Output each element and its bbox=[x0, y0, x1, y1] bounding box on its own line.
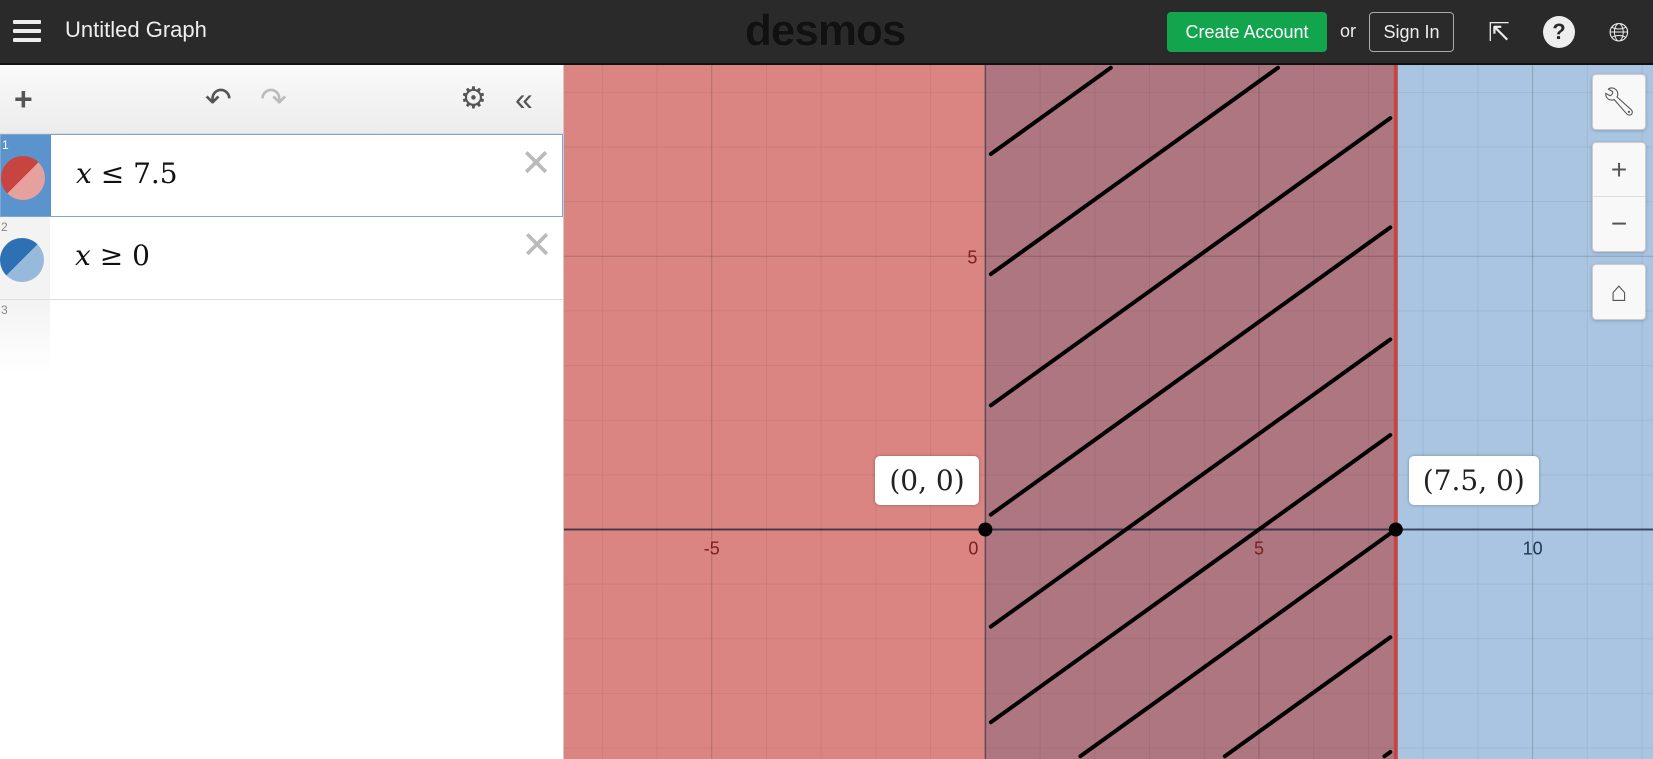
home-icon[interactable]: ⌂ bbox=[1610, 276, 1628, 307]
desmos-logo: desmos bbox=[745, 6, 906, 55]
x-tick-label: 10 bbox=[1523, 538, 1543, 558]
region-x-le-7.5 bbox=[564, 65, 986, 759]
share-icon[interactable]: ⇱ bbox=[1488, 17, 1510, 47]
or-text: or bbox=[1340, 21, 1357, 41]
language-globe-icon[interactable]: 🌐︎ bbox=[1608, 17, 1630, 47]
point-label: (0, 0) bbox=[875, 456, 979, 506]
home-button[interactable]: ⌂ bbox=[1592, 264, 1646, 320]
sign-in-button[interactable]: Sign In bbox=[1369, 12, 1454, 52]
hatch-line bbox=[988, 433, 1393, 725]
region-overlap bbox=[985, 65, 1396, 759]
zoom-out-icon[interactable]: − bbox=[1610, 208, 1628, 239]
delete-expression-icon[interactable]: ✕ bbox=[520, 143, 552, 185]
expression-input[interactable]: x ≤ 7.5 bbox=[76, 157, 178, 190]
hatch-line bbox=[988, 225, 1393, 517]
settings-gear-icon[interactable]: ⚙ bbox=[460, 82, 487, 115]
color-swatch-icon[interactable] bbox=[0, 238, 44, 282]
y-tick-label: 5 bbox=[967, 247, 977, 267]
expression-row-3[interactable]: 3 bbox=[0, 300, 563, 374]
hatch-line bbox=[988, 65, 1113, 156]
x-tick-label: 5 bbox=[1254, 538, 1264, 558]
zoom-controls: + − bbox=[1592, 142, 1646, 252]
graph-settings-button[interactable]: 🔧︎ bbox=[1592, 74, 1646, 130]
row-number: 2 bbox=[1, 220, 8, 234]
hatch-line bbox=[988, 116, 1393, 408]
row-number: 1 bbox=[2, 138, 9, 152]
expression-row-1[interactable]: 1 x ≤ 7.5 ✕ bbox=[0, 134, 563, 217]
point-label: (7.5, 0) bbox=[1408, 456, 1539, 506]
row-gutter bbox=[0, 300, 50, 374]
wrench-icon[interactable]: 🔧︎ bbox=[1601, 86, 1637, 117]
row-number: 3 bbox=[1, 303, 8, 317]
expression-toolbar: + ↶ ↷ ⚙ « bbox=[0, 65, 563, 134]
add-icon[interactable]: + bbox=[14, 81, 33, 117]
expression-panel: + ↶ ↷ ⚙ « 1 x ≤ 7.5 ✕ 2 x ≥ 0 ✕ 3 bbox=[0, 65, 564, 759]
hatch-line bbox=[988, 337, 1393, 629]
point-marker bbox=[978, 522, 993, 537]
zoom-in-icon[interactable]: + bbox=[1593, 143, 1645, 197]
delete-expression-icon[interactable]: ✕ bbox=[521, 225, 553, 267]
x-tick-label: 0 bbox=[968, 538, 978, 558]
help-icon[interactable]: ? bbox=[1543, 16, 1575, 48]
hatch-line bbox=[1078, 531, 1393, 759]
collapse-chevrons-icon[interactable]: « bbox=[515, 81, 533, 117]
point-marker bbox=[1388, 522, 1403, 537]
undo-icon[interactable]: ↶ bbox=[205, 81, 232, 117]
top-bar: Untitled Graph desmos Create Account or … bbox=[0, 0, 1653, 65]
graph-title[interactable]: Untitled Graph bbox=[65, 17, 207, 42]
expression-row-2[interactable]: 2 x ≥ 0 ✕ bbox=[0, 217, 563, 300]
hatch-line bbox=[1222, 635, 1393, 759]
hatch-line bbox=[988, 65, 1280, 277]
graph-canvas[interactable]: -5 0 5 10 5 bbox=[564, 65, 1653, 759]
create-account-button[interactable]: Create Account bbox=[1167, 12, 1327, 52]
x-tick-label: -5 bbox=[704, 538, 720, 558]
expression-input[interactable]: x ≥ 0 bbox=[75, 239, 150, 272]
hatch-line bbox=[1382, 750, 1393, 759]
menu-icon[interactable] bbox=[13, 20, 41, 42]
color-swatch-icon[interactable] bbox=[1, 156, 45, 200]
redo-icon[interactable]: ↷ bbox=[260, 81, 287, 117]
